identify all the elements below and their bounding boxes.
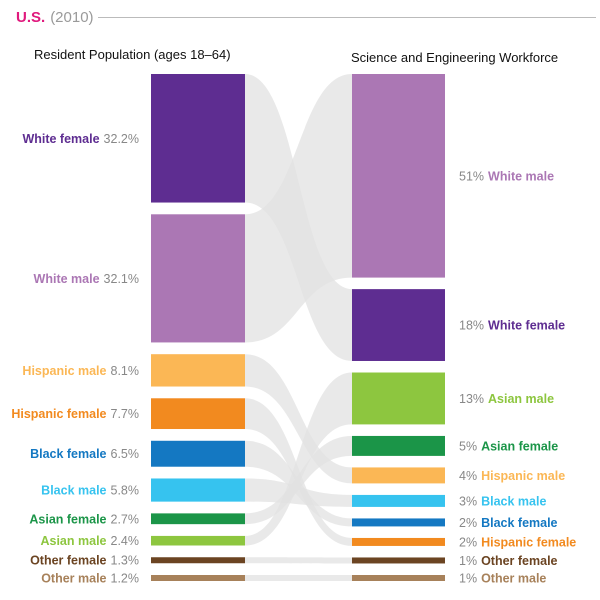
workforce-label-other-male: 1% Other male bbox=[459, 572, 546, 586]
population-label-black-male: Black male 5.8% bbox=[41, 484, 139, 498]
workforce-label-value: 3% bbox=[459, 494, 477, 508]
flow-bands bbox=[245, 74, 352, 581]
workforce-label-name: Asian female bbox=[481, 439, 558, 453]
flow-asian-male bbox=[245, 372, 352, 546]
population-bar-white-female bbox=[151, 74, 245, 203]
workforce-label-value: 2% bbox=[459, 535, 477, 549]
population-label-white-male: White male 32.1% bbox=[34, 272, 139, 286]
workforce-label-name: Black male bbox=[481, 494, 546, 508]
workforce-label-asian-female: 5% Asian female bbox=[459, 439, 558, 453]
workforce-label-black-male: 3% Black male bbox=[459, 494, 546, 508]
population-labels: White female 32.2% White male 32.1% Hispanic… bbox=[11, 132, 139, 586]
workforce-label-value: 51% bbox=[459, 169, 484, 183]
workforce-bar-white-female bbox=[352, 289, 445, 361]
population-label-other-male: Other male 1.2% bbox=[41, 572, 139, 586]
workforce-bar-hispanic-male bbox=[352, 467, 445, 484]
workforce-label-name: Hispanic male bbox=[481, 469, 565, 483]
workforce-label-hispanic-female: 2% Hispanic female bbox=[459, 535, 576, 549]
right-column-title: Science and Engineering Workforce bbox=[351, 50, 558, 65]
workforce-label-name: Other female bbox=[481, 554, 557, 568]
workforce-label-value: 4% bbox=[459, 469, 477, 483]
workforce-label-value: 1% bbox=[459, 572, 477, 586]
chart-header: U.S. (2010) bbox=[16, 9, 596, 26]
population-label-name: Asian male bbox=[40, 534, 106, 548]
workforce-label-value: 2% bbox=[459, 516, 477, 530]
workforce-label-other-female: 1% Other female bbox=[459, 554, 558, 568]
population-label-value: 7.7% bbox=[111, 407, 140, 421]
population-label-value: 1.3% bbox=[111, 554, 140, 568]
left-column-title: Resident Population (ages 18–64) bbox=[34, 47, 231, 62]
population-bar-black-male bbox=[151, 478, 245, 502]
workforce-label-value: 13% bbox=[459, 392, 484, 406]
population-label-hispanic-female: Hispanic female 7.7% bbox=[11, 407, 139, 421]
population-label-name: Hispanic female bbox=[11, 407, 106, 421]
population-bar-hispanic-male bbox=[151, 354, 245, 387]
chart-header-title: U.S. (2010) bbox=[16, 9, 94, 26]
workforce-bars bbox=[352, 74, 445, 581]
population-label-name: Hispanic male bbox=[22, 364, 106, 378]
workforce-label-name: Other male bbox=[481, 572, 546, 586]
workforce-label-name: Hispanic female bbox=[481, 535, 576, 549]
workforce-bar-asian-male bbox=[352, 372, 445, 425]
workforce-label-name: White male bbox=[488, 169, 554, 183]
workforce-label-name: White female bbox=[488, 319, 565, 333]
workforce-label-name: Black female bbox=[481, 516, 557, 530]
population-label-name: Other male bbox=[41, 572, 106, 586]
population-bar-hispanic-female bbox=[151, 398, 245, 430]
population-label-asian-female: Asian female 2.7% bbox=[29, 512, 139, 526]
flow-black-male bbox=[245, 478, 352, 507]
workforce-label-value: 5% bbox=[459, 439, 477, 453]
population-label-value: 5.8% bbox=[111, 484, 140, 498]
workforce-label-hispanic-male: 4% Hispanic male bbox=[459, 469, 565, 483]
workforce-label-black-female: 2% Black female bbox=[459, 516, 558, 530]
population-label-value: 2.7% bbox=[111, 512, 140, 526]
population-label-name: Black female bbox=[30, 447, 106, 461]
flow-white-male bbox=[245, 74, 352, 343]
population-label-hispanic-male: Hispanic male 8.1% bbox=[22, 364, 139, 378]
workforce-label-value: 18% bbox=[459, 319, 484, 333]
population-label-name: White female bbox=[22, 132, 99, 146]
workforce-label-name: Asian male bbox=[488, 392, 554, 406]
workforce-bar-asian-female bbox=[352, 435, 445, 456]
workforce-bar-other-female bbox=[352, 557, 445, 564]
flow-other-female bbox=[245, 557, 352, 564]
flow-hispanic-male bbox=[245, 354, 352, 484]
workforce-label-asian-male: 13% Asian male bbox=[459, 392, 554, 406]
population-bar-black-female bbox=[151, 440, 245, 467]
population-label-asian-male: Asian male 2.4% bbox=[40, 534, 139, 548]
region-label: U.S. bbox=[16, 9, 45, 26]
population-bar-other-male bbox=[151, 575, 245, 581]
workforce-label-white-female: 18% White female bbox=[459, 319, 565, 333]
workforce-bar-white-male bbox=[352, 74, 445, 278]
population-label-black-female: Black female 6.5% bbox=[30, 447, 139, 461]
workforce-label-white-male: 51% White male bbox=[459, 169, 554, 183]
population-label-value: 2.4% bbox=[111, 534, 140, 548]
population-label-value: 1.2% bbox=[111, 572, 140, 586]
population-label-name: White male bbox=[34, 272, 100, 286]
population-label-name: Asian female bbox=[29, 512, 106, 526]
workforce-label-value: 1% bbox=[459, 554, 477, 568]
population-bar-asian-male bbox=[151, 535, 245, 546]
population-label-white-female: White female 32.2% bbox=[22, 132, 139, 146]
population-bar-asian-female bbox=[151, 513, 245, 525]
workforce-bar-other-male bbox=[352, 575, 445, 581]
population-label-other-female: Other female 1.3% bbox=[30, 554, 139, 568]
population-label-value: 8.1% bbox=[111, 364, 140, 378]
flow-other-male bbox=[245, 575, 352, 581]
workforce-labels: 51% White male 18% White female 13% Asian mal… bbox=[459, 169, 576, 585]
population-label-value: 32.1% bbox=[104, 272, 139, 286]
workforce-bar-black-female bbox=[352, 518, 445, 527]
population-label-value: 32.2% bbox=[104, 132, 139, 146]
population-label-name: Other female bbox=[30, 554, 106, 568]
population-bar-white-male bbox=[151, 214, 245, 343]
population-bar-other-female bbox=[151, 557, 245, 564]
population-label-name: Black male bbox=[41, 484, 106, 498]
workforce-bar-black-male bbox=[352, 494, 445, 507]
year-label: (2010) bbox=[50, 9, 93, 26]
population-bars bbox=[151, 74, 245, 581]
workforce-bar-hispanic-female bbox=[352, 537, 445, 546]
population-label-value: 6.5% bbox=[111, 447, 140, 461]
